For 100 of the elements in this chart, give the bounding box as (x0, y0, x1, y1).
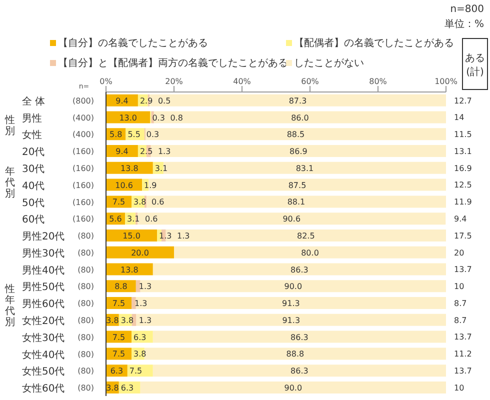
text: (160) (72, 214, 94, 224)
text: (80) (78, 316, 94, 325)
data-label: 86.3 (290, 332, 308, 342)
data-label: 5.5 (128, 130, 140, 140)
bar (138, 212, 446, 225)
text: 11.9 (454, 198, 472, 207)
data-label: 88.5 (286, 130, 305, 140)
x-tick-label: 20% (165, 77, 184, 86)
text: 10 (454, 282, 464, 292)
text: 10 (454, 383, 464, 392)
text: (80) (78, 384, 94, 393)
text: 13.7 (454, 366, 472, 376)
legend-label: したことがない (294, 58, 364, 69)
bar (157, 229, 162, 242)
bar (140, 280, 446, 292)
data-label: 3.1 (154, 164, 168, 173)
data-label: 0.3 (146, 130, 160, 140)
y-tick-label: 60代 (22, 214, 45, 226)
data-label: 3.8 (134, 198, 146, 207)
text: (400) (72, 113, 94, 122)
bar (140, 381, 446, 394)
data-label: 90.0 (284, 282, 302, 292)
bar (150, 145, 446, 158)
text: (400) (72, 130, 94, 140)
bar (127, 364, 153, 377)
text: 8.7 (454, 316, 467, 325)
text: 性年代別 (4, 282, 15, 328)
text: 17.5 (454, 231, 472, 240)
y-tick-label: 女性40代 (22, 348, 65, 361)
data-label: 20.0 (131, 248, 149, 258)
y-tick-label: 女性20代 (22, 315, 65, 327)
data-label: 2.9 (140, 96, 153, 106)
data-label: 3.8 (106, 383, 119, 392)
y-tick-label: 女性60代 (22, 382, 65, 395)
data-label: 9.4 (116, 147, 128, 156)
y-tick-label: 男性40代 (22, 264, 65, 276)
data-label: 9.4 (116, 96, 128, 106)
text: (80) (78, 232, 94, 241)
data-label: 3.8 (120, 316, 134, 325)
x-tick-label: 100% (434, 77, 458, 86)
y-tick-label: 女性50代 (22, 366, 65, 378)
bar (136, 297, 446, 310)
bar (106, 229, 157, 242)
text: 16.9 (454, 164, 472, 173)
bar (174, 246, 446, 258)
y-tick-label: 20代 (22, 147, 45, 158)
bar (144, 348, 446, 360)
y-tick-label: 男性 (22, 112, 42, 124)
bar (152, 330, 446, 343)
data-label: 0.5 (158, 96, 171, 106)
legend-label: 【配偶者】の名義でしたことがある (293, 36, 455, 50)
y-tick-label: 男性50代 (22, 281, 65, 294)
data-label: 83.1 (296, 164, 314, 173)
text: (80) (78, 282, 94, 292)
y-tick-label: 男性20代 (22, 230, 65, 243)
x-tick-label: 0% (100, 77, 113, 86)
text: ある(計) (462, 38, 488, 90)
data-label: 87.3 (288, 96, 307, 106)
data-label: 0.8 (170, 113, 183, 122)
data-label: 0.3 (152, 113, 165, 122)
data-label: 15.0 (122, 231, 140, 240)
text: 年代別 (4, 165, 15, 200)
data-label: 6.3 (110, 366, 124, 376)
text: 14 (454, 113, 464, 122)
text: 単位：% (444, 18, 484, 31)
text: (80) (78, 366, 94, 376)
x-tick-label: 80% (369, 77, 388, 86)
text: (80) (78, 332, 94, 342)
text: (160) (72, 198, 94, 207)
data-label: 3.8 (106, 316, 119, 325)
bar (152, 364, 446, 377)
bar (145, 128, 446, 140)
data-label: 7.5 (112, 332, 126, 342)
text: 13.7 (454, 265, 472, 274)
text: (160) (72, 164, 94, 173)
text: (800) (72, 96, 94, 106)
y-tick-label: 男性60代 (22, 298, 65, 310)
y-tick-label: 50代 (22, 198, 45, 209)
bar (136, 280, 140, 292)
data-label: 1.3 (134, 299, 148, 308)
data-label: 88.8 (286, 350, 304, 359)
text: 8.7 (454, 298, 467, 308)
text: (160) (72, 147, 94, 156)
data-label: 1.3 (177, 231, 190, 240)
data-label: 0.6 (152, 198, 164, 207)
bar (106, 111, 150, 124)
data-label: 1.3 (138, 316, 152, 325)
data-label: 86.3 (290, 265, 308, 274)
data-label: 6.3 (120, 383, 134, 392)
bar (136, 314, 446, 326)
text: 9.4 (454, 214, 467, 224)
bar (154, 111, 446, 124)
text: (80) (78, 350, 94, 359)
data-label: 6.3 (134, 332, 146, 342)
data-label: 2.5 (140, 147, 153, 156)
text: 20 (454, 248, 464, 258)
data-label: 1.3 (159, 231, 172, 240)
bar (132, 314, 136, 326)
data-label: 91.3 (282, 299, 300, 308)
data-label: 91.3 (282, 316, 300, 325)
